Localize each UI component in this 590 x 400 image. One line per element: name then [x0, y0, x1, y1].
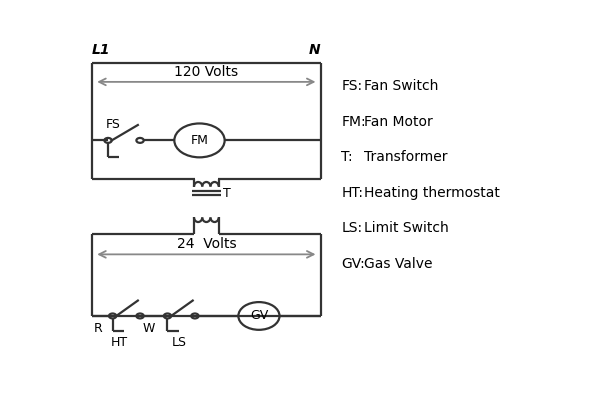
Text: L1: L1 — [92, 43, 110, 57]
Text: Heating thermostat: Heating thermostat — [364, 186, 500, 200]
Text: LS: LS — [172, 336, 187, 349]
Text: HT: HT — [110, 336, 127, 349]
Text: 24  Volts: 24 Volts — [176, 237, 236, 251]
Text: FM: FM — [191, 134, 208, 147]
Text: HT:: HT: — [341, 186, 363, 200]
Text: GV: GV — [250, 310, 268, 322]
Text: 120 Volts: 120 Volts — [174, 65, 238, 79]
Text: T: T — [223, 186, 231, 200]
Text: GV:: GV: — [341, 257, 365, 271]
Text: Gas Valve: Gas Valve — [364, 257, 432, 271]
Text: Limit Switch: Limit Switch — [364, 221, 449, 235]
Text: LS:: LS: — [341, 221, 362, 235]
Text: FS:: FS: — [341, 80, 362, 94]
Text: Transformer: Transformer — [364, 150, 448, 164]
Text: Fan Motor: Fan Motor — [364, 115, 433, 129]
Text: T:: T: — [341, 150, 353, 164]
Text: FM:: FM: — [341, 115, 366, 129]
Text: R: R — [93, 322, 102, 335]
Text: Fan Switch: Fan Switch — [364, 80, 438, 94]
Text: FS: FS — [106, 118, 120, 131]
Text: N: N — [309, 43, 321, 57]
Text: W: W — [142, 322, 155, 335]
